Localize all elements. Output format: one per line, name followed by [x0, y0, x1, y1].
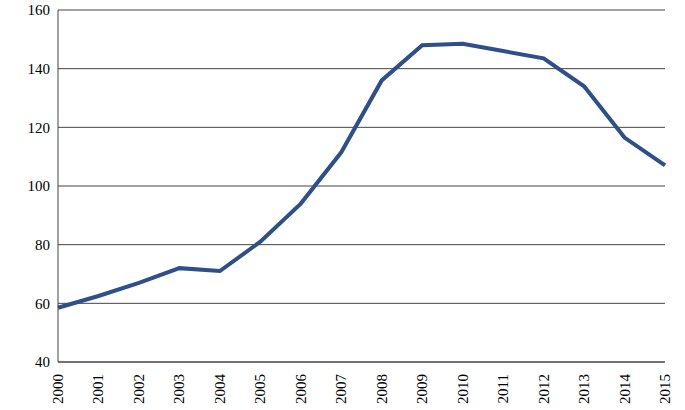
svg-text:40: 40 — [35, 354, 50, 370]
svg-text:80: 80 — [35, 237, 50, 253]
svg-text:2012: 2012 — [536, 374, 552, 404]
svg-text:2013: 2013 — [576, 374, 592, 404]
svg-text:160: 160 — [28, 2, 51, 18]
svg-text:2005: 2005 — [252, 374, 268, 404]
svg-text:2009: 2009 — [414, 374, 430, 404]
svg-text:100: 100 — [28, 178, 51, 194]
svg-text:2001: 2001 — [90, 374, 106, 404]
svg-text:2015: 2015 — [657, 374, 673, 404]
svg-text:140: 140 — [28, 61, 51, 77]
svg-text:2002: 2002 — [131, 374, 147, 404]
svg-text:2004: 2004 — [212, 374, 228, 405]
svg-text:2008: 2008 — [374, 374, 390, 404]
svg-text:2010: 2010 — [455, 374, 471, 404]
svg-text:2000: 2000 — [50, 374, 66, 404]
svg-text:60: 60 — [35, 296, 50, 312]
svg-text:2007: 2007 — [333, 374, 349, 405]
svg-text:2011: 2011 — [495, 374, 511, 403]
svg-text:120: 120 — [28, 120, 51, 136]
svg-text:2003: 2003 — [171, 374, 187, 404]
svg-text:2006: 2006 — [293, 374, 309, 405]
svg-text:2014: 2014 — [617, 374, 633, 405]
